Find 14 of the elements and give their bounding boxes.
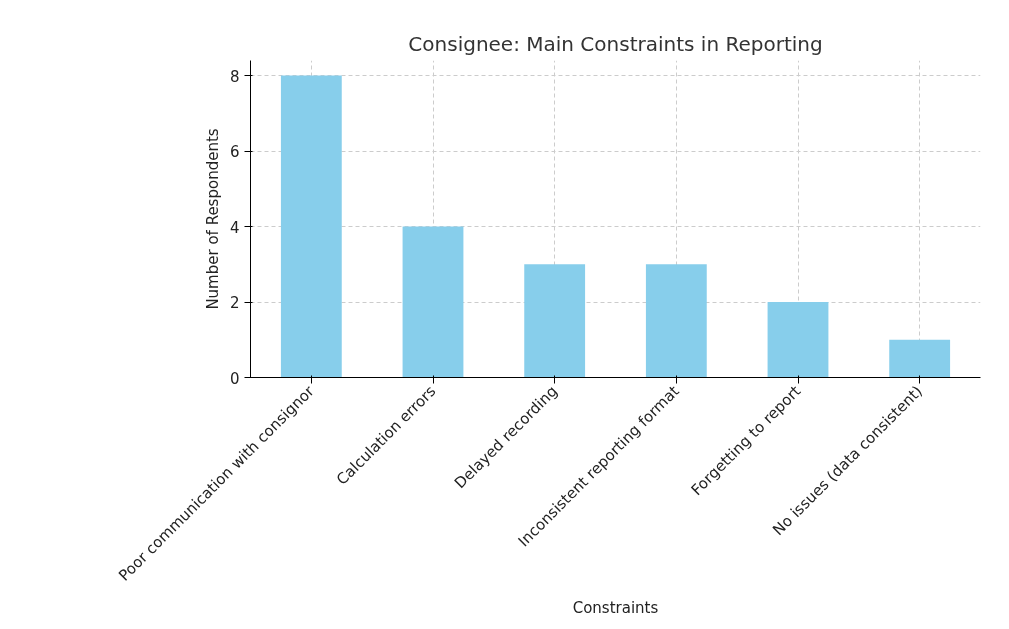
y-tick-label: 6 [229, 143, 240, 162]
y-axis-title: Number of Respondents [203, 128, 222, 310]
y-tick-label: 4 [229, 218, 240, 237]
chart-title: Consignee: Main Constraints in Reporting [408, 31, 823, 56]
x-axis-title: Constraints [572, 599, 659, 618]
bar [524, 264, 586, 378]
bar [645, 264, 707, 378]
y-tick-label: 2 [229, 294, 240, 313]
y-tick-label: 0 [229, 369, 240, 388]
bar [280, 75, 342, 378]
y-tick-label: 8 [229, 67, 240, 86]
bar [402, 226, 464, 378]
bar [889, 339, 951, 378]
bar [767, 302, 829, 378]
